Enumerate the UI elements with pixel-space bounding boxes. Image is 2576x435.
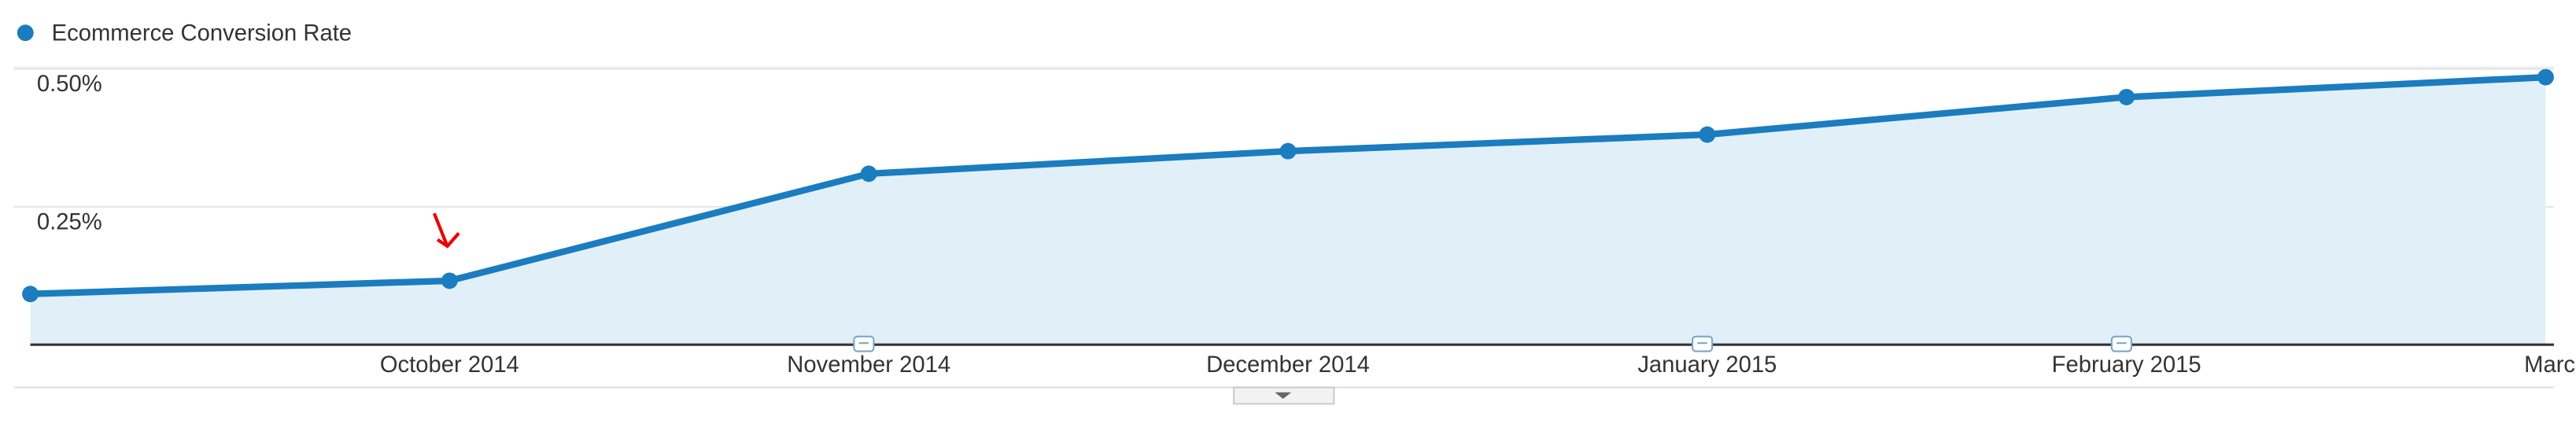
y-tick-label: 0.25% (37, 210, 102, 235)
toggle-icon (1275, 392, 1292, 400)
point (22, 286, 39, 303)
point (1699, 126, 1716, 143)
x-tick-label: Marc (2524, 352, 2575, 378)
x-tick-label: October 2014 (380, 352, 519, 378)
point (860, 165, 877, 182)
point (2537, 68, 2554, 86)
point (2118, 88, 2135, 105)
x-tick-label: February 2015 (2052, 352, 2201, 378)
plot: October 2014 November 2014 December 2014 Ja… (13, 66, 2575, 378)
arrow-annotation (432, 212, 460, 249)
x-tick-label: December 2014 (1206, 352, 1370, 378)
legend-label: Ecommerce Conversion Rate (52, 21, 352, 46)
x-tick-label: November 2014 (787, 352, 950, 378)
area (30, 77, 2546, 345)
legend-marker (17, 24, 34, 42)
y-tick-label: 0.50% (37, 72, 102, 97)
point (1279, 142, 1297, 160)
x-tick-label: January 2015 (1637, 352, 1777, 378)
point (441, 272, 458, 289)
